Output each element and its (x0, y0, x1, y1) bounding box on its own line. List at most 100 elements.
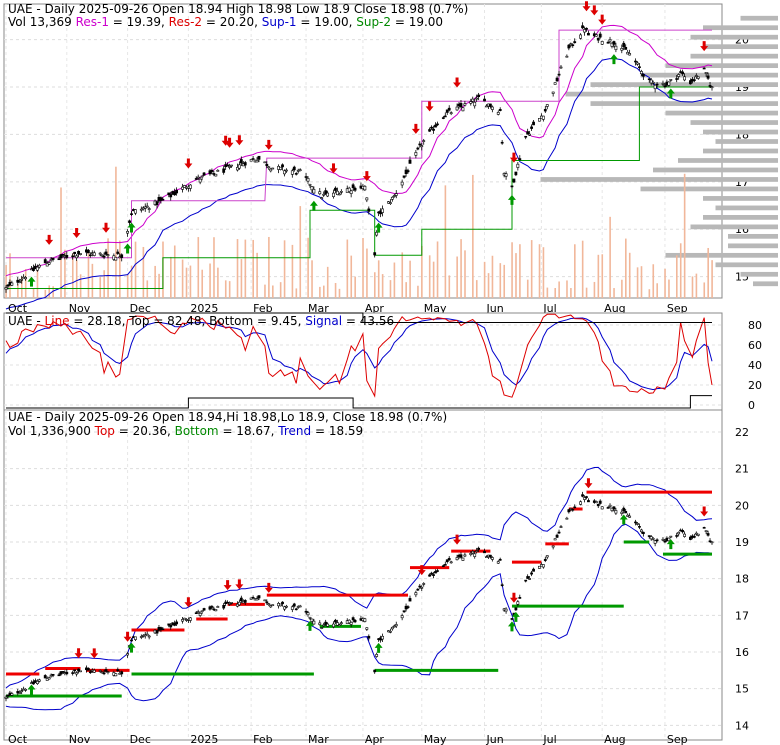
trend-candle-body (598, 500, 602, 504)
volume-bar (60, 187, 62, 298)
trend-candle-body (147, 635, 151, 638)
volume-bar (268, 236, 270, 298)
trend-candle-body (430, 572, 433, 575)
volume-bar (546, 287, 549, 298)
price-candle-body (669, 79, 673, 81)
price-candle-body (514, 171, 518, 176)
price-candle-body (337, 193, 341, 196)
volume-bar (432, 261, 435, 298)
trend-candle-body (606, 507, 610, 509)
trend-candle-body (612, 506, 616, 510)
volume-bar (244, 239, 247, 298)
trend-candle-body (32, 681, 35, 685)
trend-candle-body (381, 635, 384, 640)
trend-candle-body (145, 633, 149, 636)
price-candle-body (422, 140, 426, 142)
price-candle-body (285, 169, 288, 172)
price-x-label: Jun (486, 302, 504, 315)
price-candle-body (390, 196, 394, 200)
trend-buy-arrow (619, 514, 628, 525)
price-candle-body (434, 124, 437, 128)
volume-bar (566, 280, 568, 298)
trend-candle-body (285, 605, 288, 608)
price-candle-body (35, 266, 39, 271)
volume-bar (574, 244, 576, 298)
upper-band (5, 466, 713, 689)
stoch-y-tick: 0 (748, 399, 755, 412)
price-candle-body (651, 82, 655, 84)
trend-candle-body (414, 592, 418, 596)
trend-candle-body (375, 654, 379, 657)
price-candle-body (510, 185, 514, 188)
volume-bar (256, 252, 258, 298)
trend-candle-body (500, 584, 504, 587)
volume-bar (87, 252, 90, 298)
volume-bar (377, 260, 380, 298)
trend-buy-arrow (27, 684, 36, 695)
price-candle-body (194, 178, 198, 180)
price-candle-body (271, 167, 275, 170)
trend-candle-body (624, 511, 628, 514)
price-candle-body (624, 47, 628, 50)
trend-candle-body (310, 618, 314, 622)
volume-bar (656, 283, 658, 298)
price-x-label: Dec (130, 302, 151, 315)
price-candle-body (318, 191, 322, 195)
volume-profile-bar (703, 215, 778, 220)
trend-candle-body (471, 551, 475, 554)
trend-candle-body (636, 523, 639, 525)
trend-subtitle-part: Bottom (175, 424, 223, 438)
volume-bar (679, 243, 682, 298)
trend-buy-arrow (511, 611, 520, 622)
price-candle-body (263, 161, 267, 164)
trend-buy-arrow (305, 620, 314, 631)
price-candle-body (475, 97, 479, 100)
trend-candle-body (200, 610, 204, 613)
price-candle-body (106, 254, 110, 256)
price-candle-body (114, 256, 118, 261)
price-candle-body (683, 76, 686, 81)
volume-profile-bar (703, 25, 778, 31)
trend-candle-body (308, 616, 312, 619)
volume-bar (668, 279, 670, 298)
price-candle-body (681, 71, 684, 75)
price-x-label: May (424, 302, 447, 315)
volume-bar (691, 276, 694, 298)
volume-bar (428, 255, 431, 298)
trend-buy-arrow (507, 621, 516, 632)
trend-sell-arrow (264, 582, 273, 593)
trend-candle-body (573, 506, 577, 509)
price-subtitle-part: Res-2 (169, 15, 206, 29)
trend-candle-body (541, 564, 545, 568)
trend-candle-body (332, 623, 335, 628)
volume-bar (24, 268, 27, 298)
trend-candle-body (88, 671, 92, 674)
price-candle-body (61, 253, 65, 256)
trend-candle-body (518, 597, 522, 599)
stoch-y-tick: 20 (748, 379, 762, 392)
trend-candle-body (281, 601, 284, 605)
volume-bar (597, 254, 600, 298)
trend-candle-body (71, 672, 75, 674)
volume-bar (119, 240, 121, 298)
trend-candle-body (167, 623, 171, 626)
trend-candle-body (267, 603, 271, 606)
price-candle-body (500, 141, 504, 144)
price-candle-body (394, 193, 398, 196)
trend-candle-body (477, 547, 481, 550)
volume-bar (181, 259, 184, 298)
buy-arrow (609, 54, 618, 65)
volume-profile-bar (703, 148, 778, 154)
price-candle-body (463, 103, 467, 106)
price-candle-body (469, 101, 473, 104)
volume-bar (48, 285, 51, 298)
trend-candle-body (498, 558, 502, 561)
trend-candle-body (689, 536, 692, 540)
volume-bar (381, 274, 384, 298)
volume-bar (444, 185, 447, 298)
trend-candle-body (24, 688, 28, 691)
volume-profile-bar (703, 44, 778, 50)
price-candle-body (600, 41, 604, 45)
trend-x-label: Sep (667, 733, 688, 745)
price-candle-body (100, 254, 104, 257)
